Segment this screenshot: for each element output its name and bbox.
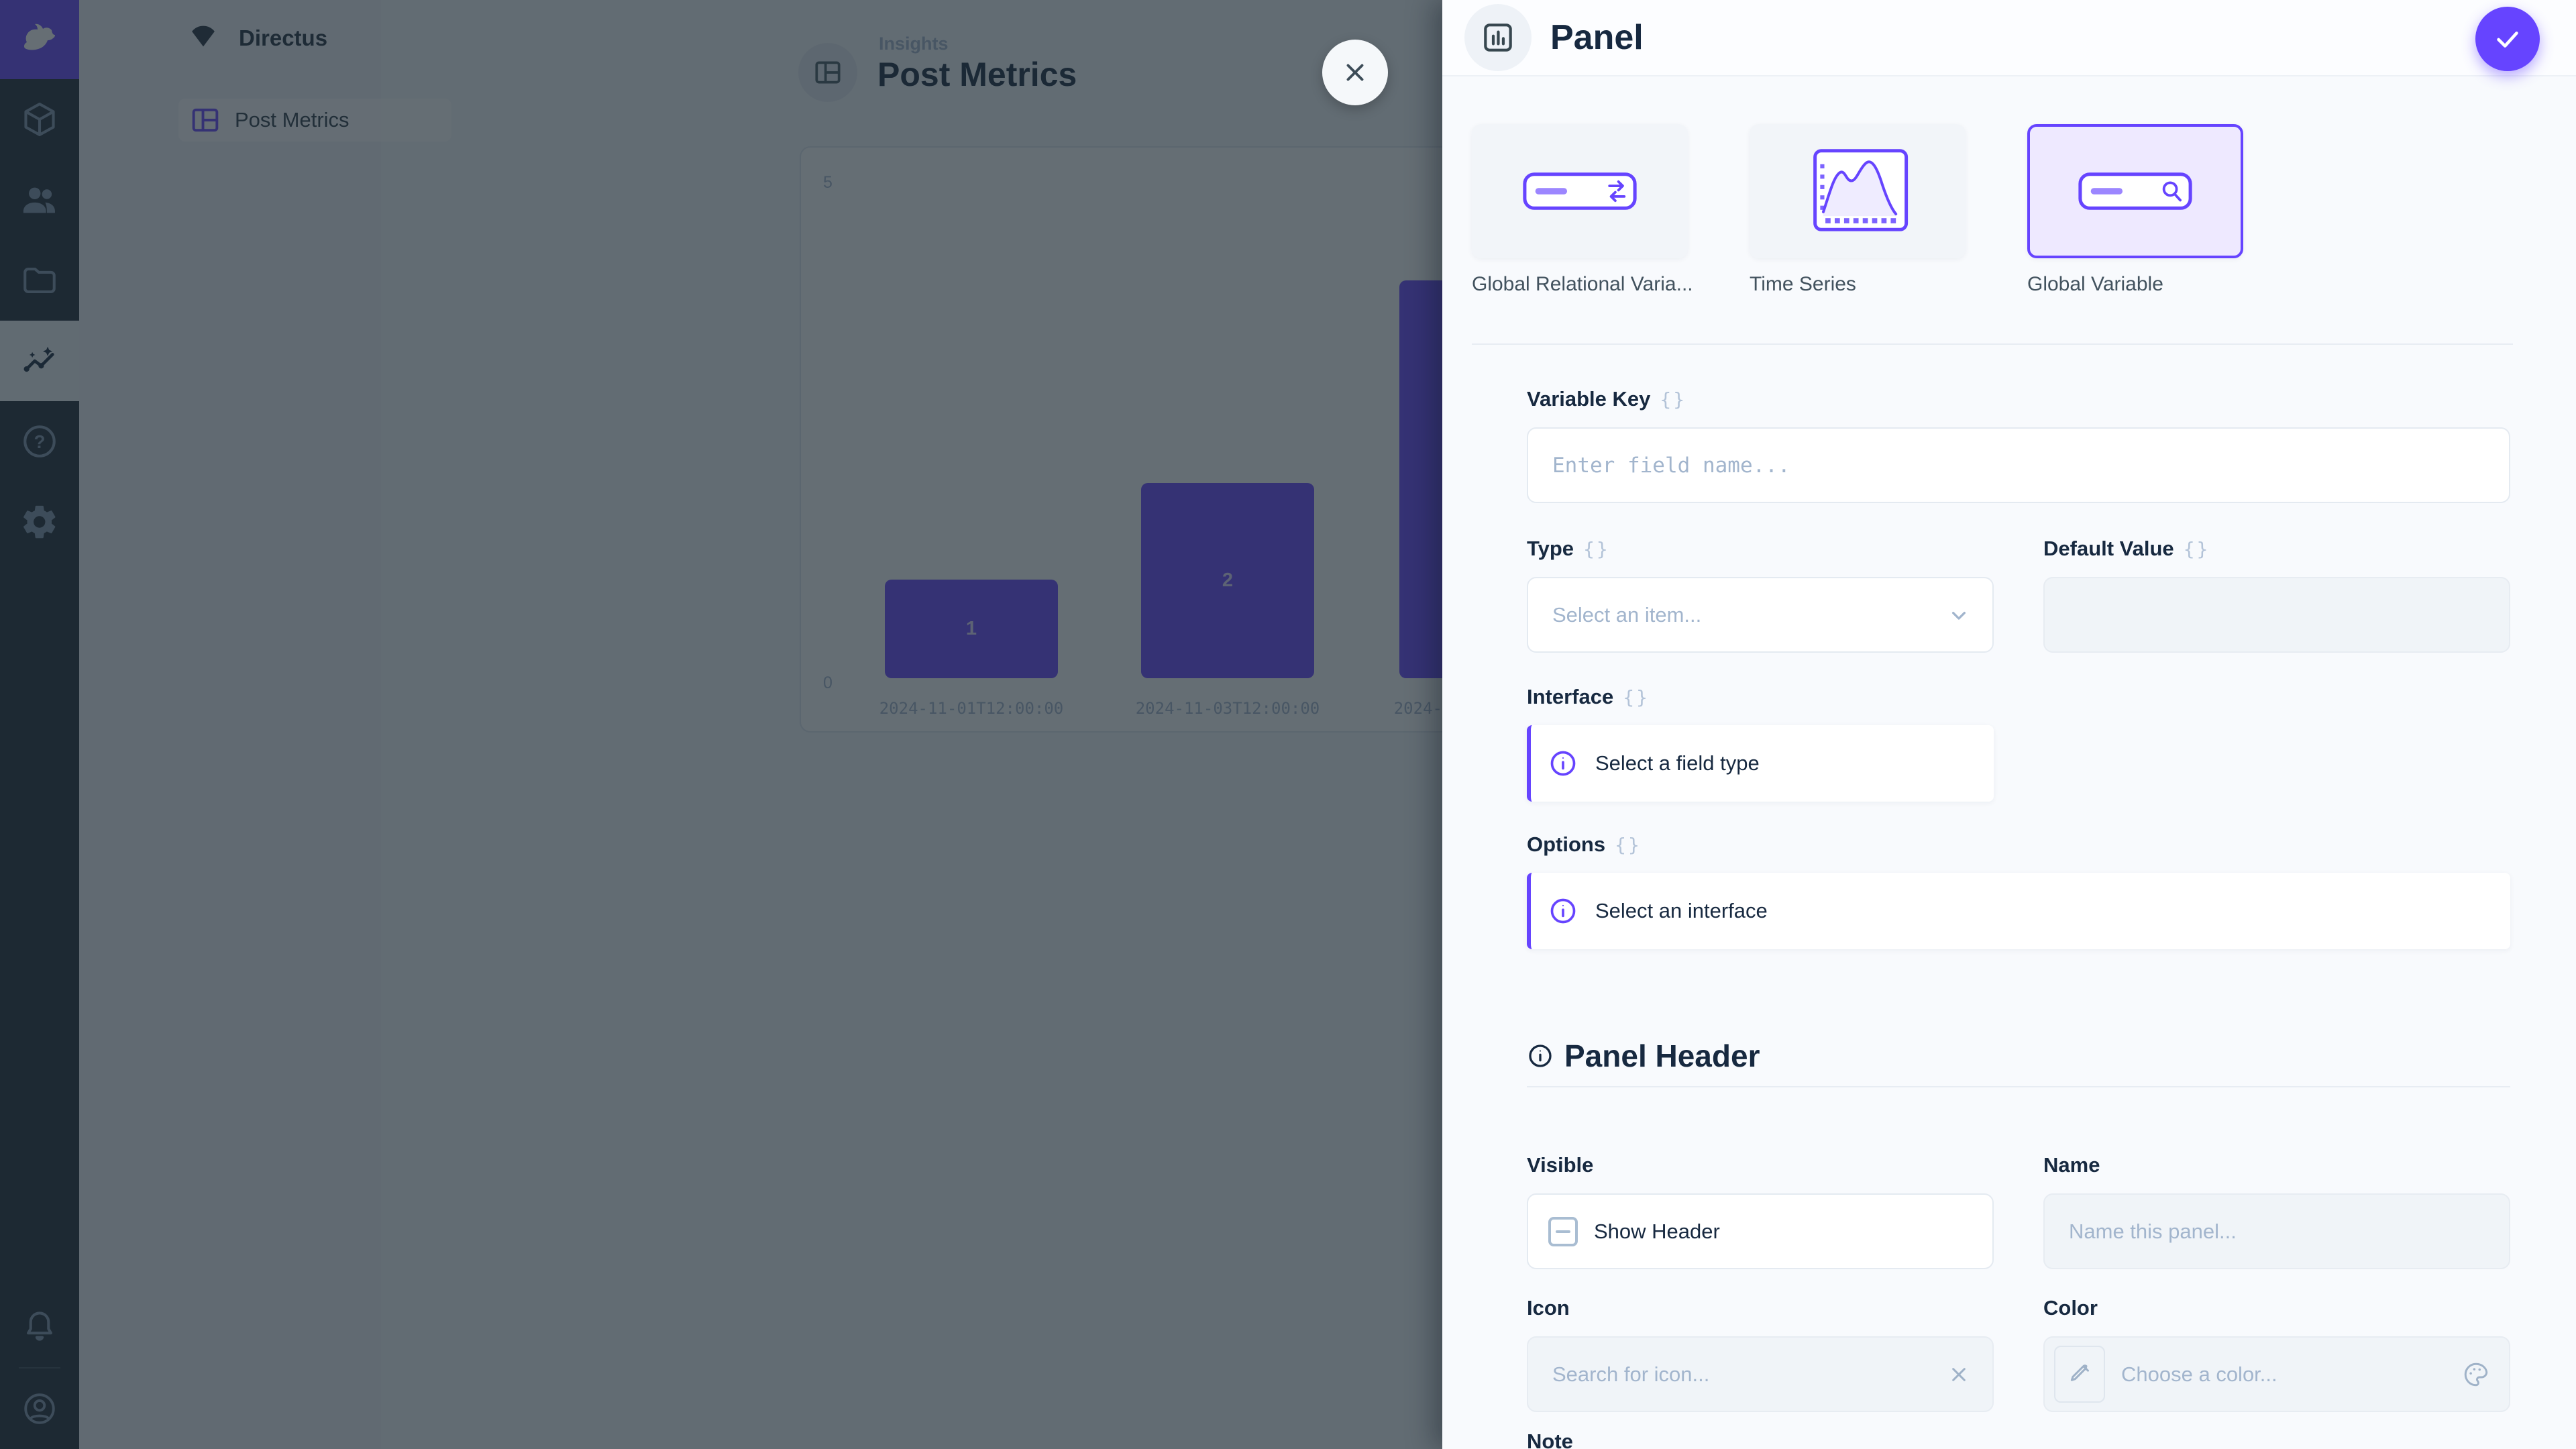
raw-value-icon[interactable]: {} (1660, 388, 1687, 411)
info-icon (1529, 1044, 1552, 1067)
type-label: Type (1527, 537, 1574, 560)
panel-options-form: Variable Key {} Type {} (1527, 386, 2510, 1449)
show-header-label: Show Header (1594, 1219, 1720, 1243)
info-icon (1550, 898, 1576, 924)
default-value-input[interactable] (2043, 577, 2510, 653)
type-card-global-variable[interactable]: Global Variable (2027, 124, 2243, 296)
eyedropper-icon (2070, 1364, 2089, 1381)
field-icon: Icon (1527, 1295, 1994, 1412)
palette-icon (2464, 1362, 2488, 1386)
panel-header-heading: Panel Header (1564, 1038, 1760, 1073)
options-notice: Select an interface (1527, 873, 2510, 949)
type-card-label: Global Relational Varia... (1472, 273, 1693, 295)
options-notice-text: Select an interface (1595, 899, 1768, 922)
color-placeholder: Choose a color... (2121, 1362, 2277, 1386)
options-label: Options (1527, 833, 1606, 856)
note-label: Note (1527, 1430, 1573, 1449)
color-picker-input[interactable]: Choose a color... (2043, 1336, 2510, 1412)
type-card-label: Global Variable (2027, 273, 2163, 295)
chevron-down-icon (1952, 611, 1966, 620)
icon-label: Icon (1527, 1296, 1570, 1320)
name-label: Name (2043, 1153, 2100, 1177)
interface-notice-text: Select a field type (1595, 751, 1760, 775)
check-icon (2497, 32, 2518, 48)
field-type: Type {} (1527, 535, 1994, 653)
field-options: Options {} Select an interface (1527, 831, 2510, 949)
type-card-label: Time Series (1750, 273, 1856, 295)
input-search-illustration (2078, 172, 2192, 210)
field-note: Note (1527, 1428, 2510, 1449)
field-visible: Visible Show Header (1527, 1152, 1994, 1269)
raw-value-icon[interactable]: {} (1623, 686, 1650, 708)
input-swap-illustration (1523, 172, 1637, 210)
field-color: Color Choose a color... (2043, 1295, 2510, 1412)
drawer-title: Panel (1550, 18, 1644, 57)
default-value-label: Default Value (2043, 537, 2174, 560)
clear-icon[interactable] (1945, 1361, 1972, 1388)
variable-key-input[interactable] (1527, 427, 2510, 503)
heading-rule (1527, 1086, 2510, 1087)
type-select[interactable] (1527, 577, 1994, 653)
field-variable-key: Variable Key {} (1527, 386, 2510, 503)
raw-value-icon[interactable]: {} (1615, 833, 1642, 856)
raw-value-icon[interactable]: {} (1583, 537, 1610, 560)
field-interface: Interface {} Select a field type (1527, 684, 2510, 802)
panel-name-input[interactable] (2043, 1193, 2510, 1269)
drawer-icon-circle (1464, 4, 1532, 71)
icon-search-input[interactable] (1527, 1336, 1994, 1412)
info-icon (1550, 751, 1576, 776)
type-card-global-relational-variable[interactable]: Global Relational Varia... (1472, 124, 1693, 296)
variable-key-label: Variable Key (1527, 387, 1651, 411)
panel-drawer: Panel (1442, 0, 2576, 1449)
section-divider (1472, 343, 2513, 345)
panel-header-section-heading: Panel Header (1527, 1038, 2510, 1074)
checkbox-indeterminate-icon (1548, 1216, 1578, 1246)
field-default-value: Default Value {} (2043, 535, 2510, 653)
raw-value-icon[interactable]: {} (2183, 537, 2210, 560)
drawer-overlay[interactable] (0, 0, 1442, 1449)
line-chart-illustration (1813, 149, 1909, 231)
drawer-body: Global Relational Varia... (1442, 78, 2576, 1449)
field-name: Name (2043, 1152, 2510, 1269)
visible-label: Visible (1527, 1153, 1594, 1177)
eyedropper-button[interactable] (2054, 1346, 2105, 1403)
panel-chart-icon (1484, 23, 1512, 52)
show-header-checkbox[interactable]: Show Header (1527, 1193, 1994, 1269)
drawer-header: Panel (1442, 0, 2576, 76)
close-icon (1346, 64, 1364, 81)
type-card-time-series[interactable]: Time Series (1750, 124, 1966, 296)
interface-notice: Select a field type (1527, 725, 1994, 802)
color-label: Color (2043, 1296, 2098, 1320)
panel-type-cards: Global Relational Varia... (1472, 124, 2243, 296)
close-drawer-button[interactable] (1322, 40, 1388, 105)
save-button[interactable] (2475, 7, 2540, 71)
interface-label: Interface (1527, 685, 1614, 708)
